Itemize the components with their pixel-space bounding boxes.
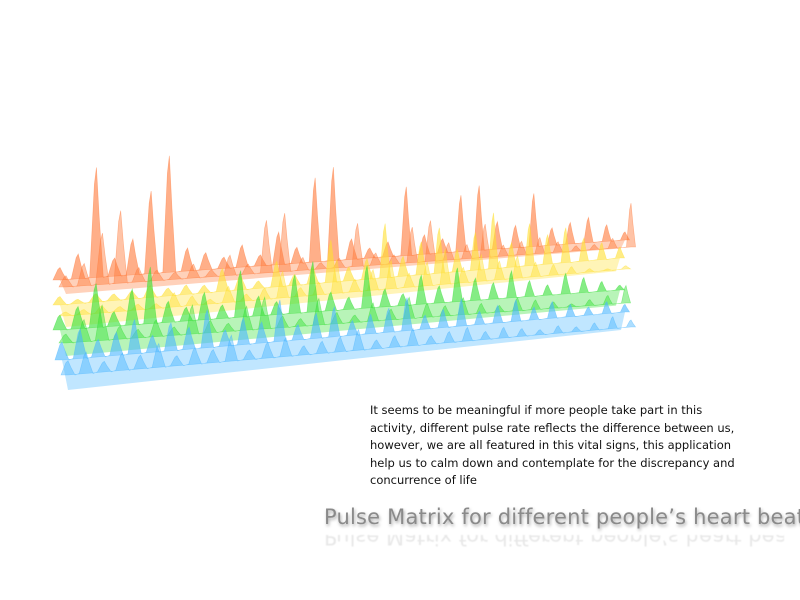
pulse-ribbon-base xyxy=(60,240,625,294)
slide-title: Pulse Matrix for different people’s hear… xyxy=(324,505,800,529)
pulse-waveform xyxy=(52,261,626,331)
pulse-ribbon-3 xyxy=(54,297,637,390)
pulse-waveform xyxy=(54,297,631,361)
slide-title-reflection: Pulse Matrix for different people’s hear… xyxy=(324,535,784,549)
pulse-ribbon-base xyxy=(62,312,625,390)
pulse-waveform xyxy=(60,316,637,376)
pulse-ribbon-base xyxy=(60,290,620,356)
slide-description: It seems to be meaningful if more people… xyxy=(370,403,735,487)
pulse-waveform xyxy=(52,155,631,281)
